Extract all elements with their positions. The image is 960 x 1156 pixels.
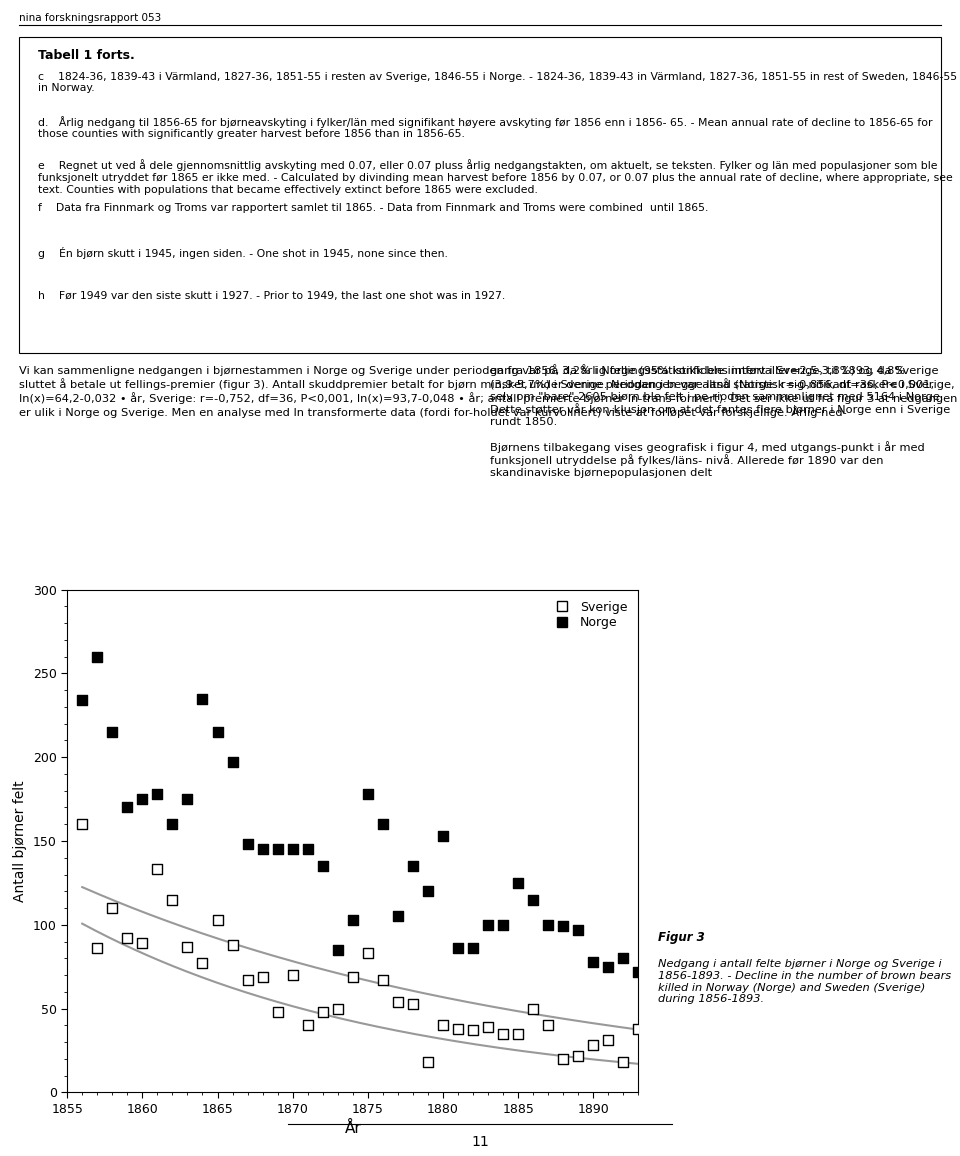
Text: g    Én bjørn skutt i 1945, ingen siden. - One shot in 1945, none since then.: g Én bjørn skutt i 1945, ingen siden. - … (38, 247, 448, 259)
Point (165, 890, 180, 909)
Point (615, 1053, 631, 1072)
Legend: Sverige, Norge: Sverige, Norge (544, 595, 632, 635)
Point (511, 874, 526, 892)
Text: d.   Årlig nedgang til 1856-65 for bjørneavskyting i fylker/län med signifikant : d. Årlig nedgang til 1856-65 for bjørnea… (38, 116, 933, 139)
Point (120, 798, 135, 816)
Point (601, 1031, 616, 1050)
Point (346, 911, 361, 929)
Y-axis label: Antall bjørner felt: Antall bjørner felt (13, 780, 27, 902)
Point (360, 944, 375, 963)
Point (631, 963, 646, 981)
Point (210, 911, 226, 929)
Point (300, 840, 316, 859)
Text: f    Data fra Finnmark og Troms var rapportert samlet til 1865. - Data from Finn: f Data fra Finnmark og Troms var rapport… (38, 203, 708, 214)
Point (360, 785, 375, 803)
Point (120, 929, 135, 948)
Point (480, 916, 495, 934)
Point (525, 999, 540, 1018)
Point (255, 968, 271, 986)
Point (586, 953, 601, 971)
Point (405, 857, 420, 875)
Text: 11: 11 (471, 1135, 489, 1149)
Point (420, 882, 436, 901)
Point (346, 968, 361, 986)
Point (134, 790, 150, 808)
Point (134, 934, 150, 953)
Point (615, 949, 631, 968)
Point (240, 971, 255, 990)
Point (89, 647, 105, 666)
Point (270, 1002, 285, 1021)
Point (450, 1020, 466, 1038)
Text: Nedgang i antall felte bjørner i Norge og Sverige i 1856-1893. - Decline in the : Nedgang i antall felte bjørner i Norge o… (658, 959, 950, 1005)
Point (390, 993, 405, 1012)
Point (586, 1036, 601, 1054)
Point (330, 941, 346, 959)
Text: Tabell 1 forts.: Tabell 1 forts. (38, 49, 135, 61)
Point (255, 840, 271, 859)
Point (315, 857, 330, 875)
Point (375, 815, 391, 833)
Point (330, 999, 346, 1018)
Point (225, 753, 240, 771)
Point (435, 827, 450, 845)
Point (631, 1020, 646, 1038)
Point (195, 954, 210, 972)
Point (466, 1021, 481, 1039)
Point (390, 907, 405, 926)
Point (511, 1024, 526, 1043)
Point (495, 1024, 511, 1043)
Point (150, 860, 165, 879)
X-axis label: År: År (345, 1121, 361, 1136)
Point (105, 899, 120, 918)
Point (556, 1050, 571, 1068)
Point (466, 939, 481, 957)
Text: Vi kan sammenligne nedgangen i bjørnestammen i Norge og Sverige under perioden f: Vi kan sammenligne nedgangen i bjørnesta… (19, 364, 957, 417)
Point (435, 1016, 450, 1035)
Point (570, 1046, 586, 1065)
Point (195, 689, 210, 707)
Point (601, 957, 616, 976)
Point (165, 815, 180, 833)
Point (420, 1053, 436, 1072)
Point (300, 1016, 316, 1035)
Point (540, 1016, 556, 1035)
Point (450, 939, 466, 957)
Point (495, 916, 511, 934)
Point (570, 920, 586, 939)
Text: Figur 3: Figur 3 (658, 931, 705, 943)
Point (150, 785, 165, 803)
Text: e    Regnet ut ved å dele gjennomsnittlig avskyting med 0.07, eller 0.07 pluss å: e Regnet ut ved å dele gjennomsnittlig a… (38, 160, 953, 194)
Point (405, 994, 420, 1013)
Point (285, 840, 300, 859)
Point (540, 916, 556, 934)
Point (75, 691, 90, 710)
Point (210, 722, 226, 741)
Point (480, 1017, 495, 1036)
Point (315, 1002, 330, 1021)
Point (240, 835, 255, 853)
Point (180, 938, 195, 956)
Point (75, 815, 90, 833)
Point (270, 840, 285, 859)
Text: h    Før 1949 var den siste skutt i 1927. - Prior to 1949, the last one shot was: h Før 1949 var den siste skutt i 1927. -… (38, 291, 506, 302)
Point (375, 971, 391, 990)
Point (525, 890, 540, 909)
Text: c    1824-36, 1839-43 i Värmland, 1827-36, 1851-55 i resten av Sverige, 1846-55 : c 1824-36, 1839-43 i Värmland, 1827-36, … (38, 72, 957, 94)
Text: nina forskningsrapport 053: nina forskningsrapport 053 (19, 13, 161, 23)
Point (285, 966, 300, 985)
Point (89, 939, 105, 957)
Point (225, 935, 240, 954)
Point (556, 917, 571, 935)
Point (105, 722, 120, 741)
Text: gang var på 3,2% i Norge (95% konfidens intervaller=2,5-3,8%) og 4,8% (3,9-5,7%): gang var på 3,2% i Norge (95% konfidens … (490, 364, 954, 477)
Point (180, 790, 195, 808)
